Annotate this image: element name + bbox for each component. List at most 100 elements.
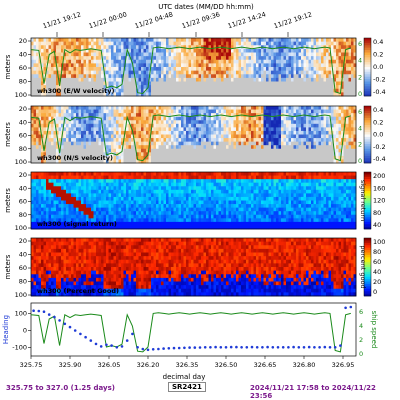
y-tick-label: 20	[19, 105, 27, 113]
heatmap-cell	[68, 172, 72, 176]
heatmap-cell	[323, 145, 327, 150]
heatmap-cell	[53, 200, 57, 205]
colorbar-tick-label: 0.4	[373, 38, 383, 46]
heatmap-cell	[351, 38, 354, 43]
heatmap-cell	[101, 88, 104, 93]
heatmap-cell	[161, 67, 164, 72]
heatmap-cell	[278, 85, 282, 90]
heatmap-cell	[271, 63, 274, 68]
heatmap-cell	[353, 52, 357, 57]
heatmap-cell	[156, 123, 159, 128]
heatmap-cell	[56, 204, 59, 209]
heatmap-cell	[51, 186, 54, 191]
heatmap-cell	[138, 211, 142, 216]
heatmap-cell	[88, 41, 92, 46]
heatmap-cell	[253, 145, 257, 150]
heatmap-cell	[163, 48, 167, 53]
heatmap-cell	[96, 182, 99, 187]
heatmap-cell	[126, 120, 129, 125]
heatmap-cell	[281, 38, 284, 43]
heatmap-cell	[201, 116, 204, 121]
heatmap-cell	[323, 41, 327, 46]
heatmap-cell	[108, 59, 112, 64]
heatmap-cell	[318, 38, 322, 43]
heatmap-cell	[78, 77, 82, 82]
heatmap-cell	[306, 38, 309, 43]
heatmap-cell	[168, 134, 172, 139]
heatmap-cell	[313, 148, 317, 153]
heatmap-cell	[68, 141, 72, 146]
heatmap-cell	[353, 113, 357, 118]
heatmap-cell	[171, 159, 174, 164]
heatmap-cell	[46, 41, 49, 46]
heatmap-cell	[38, 175, 42, 180]
heatmap-cell	[128, 207, 132, 212]
heatmap-cell	[281, 63, 284, 68]
heatmap-cell	[348, 159, 352, 164]
heatmap-cell	[38, 189, 42, 194]
heatmap-cell	[46, 182, 49, 187]
heatmap-cell	[236, 38, 239, 43]
heatmap-cell	[48, 159, 52, 164]
heatmap-cell	[73, 109, 77, 114]
heatmap-cell	[93, 189, 97, 194]
heatmap-cell	[38, 130, 42, 135]
heatmap-cell	[128, 45, 132, 50]
heatmap-cell	[138, 52, 142, 57]
heatmap-cell	[208, 123, 212, 128]
heatmap-cell	[156, 141, 159, 146]
colorbar: 0.40.20.0-0.2-0.4	[363, 37, 386, 97]
heatmap-cell	[81, 155, 84, 160]
heatmap-cell	[166, 92, 169, 97]
heatmap-cell	[66, 155, 69, 160]
colorbar-segment	[364, 47, 371, 51]
heatmap-cell	[138, 77, 142, 82]
heatmap-cell	[248, 52, 252, 57]
heatmap-cell	[33, 221, 37, 226]
heatmap-cell	[233, 59, 237, 64]
heatmap-cell	[198, 77, 202, 82]
heatmap-cell	[176, 123, 179, 128]
heatmap-cell	[218, 92, 222, 97]
heatmap-cell	[38, 207, 42, 212]
heatmap-cell	[223, 59, 227, 64]
heatmap-cell	[243, 106, 247, 110]
heatmap-cell	[341, 85, 344, 90]
heatmap-cell	[73, 155, 77, 160]
heatmap-cell	[91, 85, 94, 90]
heatmap-cell	[228, 48, 232, 53]
heatmap-cell	[351, 92, 354, 97]
heatmap-cell	[131, 138, 134, 143]
heatmap-cell	[101, 113, 104, 118]
heatmap-cell	[108, 159, 112, 164]
heatmap-cell	[121, 186, 124, 191]
heatmap-cell	[143, 45, 147, 50]
heatmap-cell	[93, 148, 97, 153]
heatmap-cell	[243, 134, 247, 139]
heatmap-cell	[121, 85, 124, 90]
heatmap-cell	[83, 141, 87, 146]
heatmap-cell	[51, 113, 54, 118]
heatmap-cell	[298, 130, 302, 135]
heatmap-cell	[76, 127, 79, 132]
heatmap-cell	[146, 41, 149, 46]
heatmap-cell	[326, 81, 329, 86]
heatmap-cell	[168, 116, 172, 121]
heatmap-cell	[41, 120, 44, 125]
heatmap-cell	[66, 218, 69, 223]
heatmap-cell	[183, 148, 187, 153]
heatmap-cell	[71, 207, 74, 212]
heatmap-cell	[266, 74, 269, 79]
heatmap-cell	[53, 152, 57, 157]
heatmap-cell	[171, 109, 174, 114]
heatmap-cell	[103, 45, 107, 50]
heatmap-cell	[133, 200, 137, 205]
heatmap-cell	[48, 92, 52, 97]
heatmap-cell	[263, 134, 267, 139]
heatmap-cell	[266, 92, 269, 97]
heatmap-cell	[276, 134, 279, 139]
heatmap-cell	[103, 52, 107, 57]
heatmap-cell	[181, 148, 184, 153]
heatmap-cell	[53, 63, 57, 68]
heatmap-cell	[118, 81, 122, 86]
